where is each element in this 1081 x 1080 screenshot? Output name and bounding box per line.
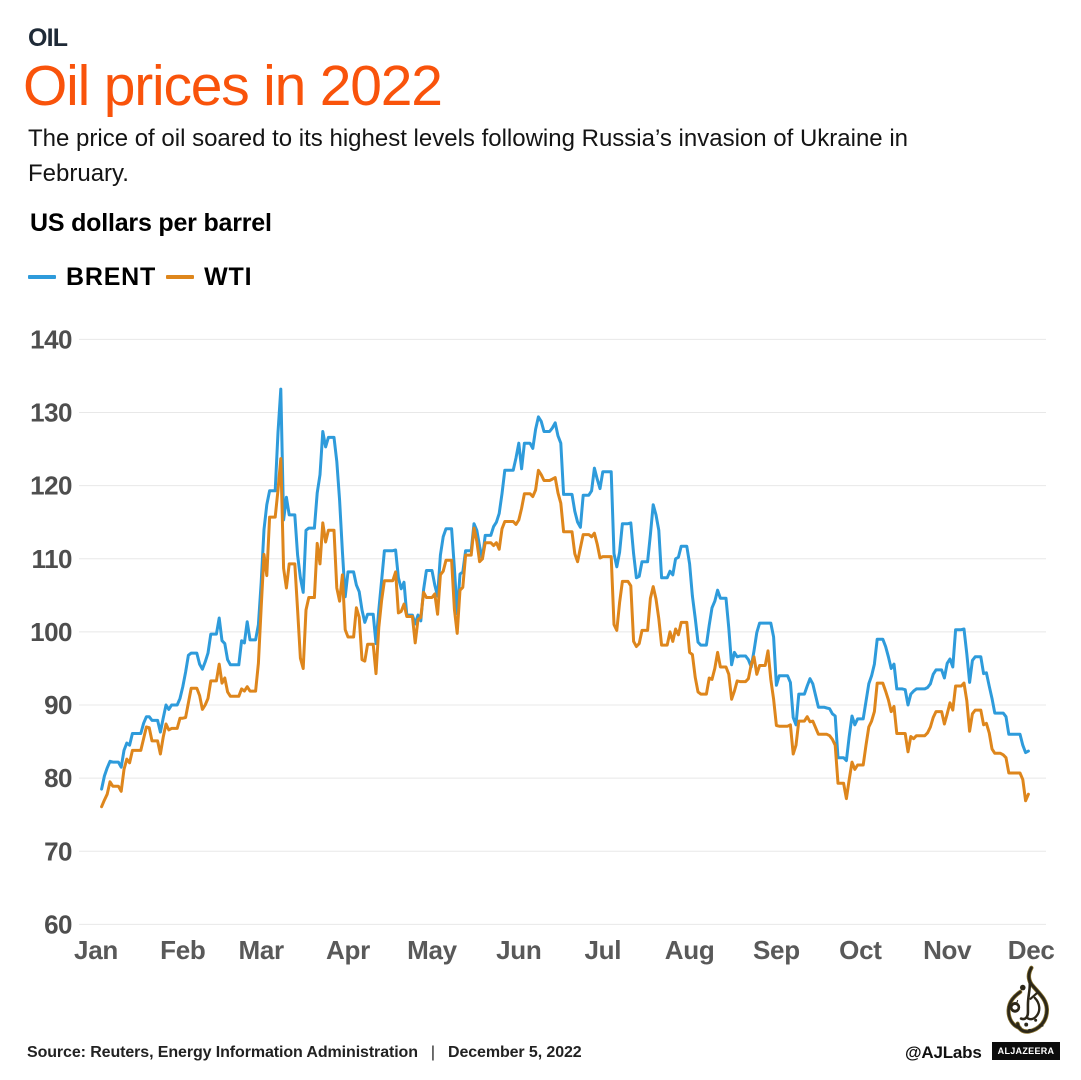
wti-legend-swatch — [166, 275, 195, 279]
publish-date: December 5, 2022 — [447, 1044, 582, 1061]
y-tick-label-140: 140 — [30, 324, 72, 354]
y-tick-label-110: 110 — [32, 544, 72, 574]
y-tick-label-80: 80 — [44, 763, 72, 793]
y-axis-unit-label: US dollars per barrel — [30, 209, 272, 237]
source-divider: | — [430, 1044, 435, 1061]
page-title: Oil prices in 2022 — [23, 54, 443, 118]
y-tick-label-60: 60 — [44, 909, 72, 939]
x-tick-label-feb: Feb — [160, 935, 205, 965]
chart-legend: BRENT WTI — [28, 263, 262, 291]
x-tick-label-jun: Jun — [496, 935, 541, 965]
y-tick-label-130: 130 — [30, 398, 72, 428]
y-tick-label-90: 90 — [44, 690, 72, 720]
al-jazeera-wordmark: ALJAZEERA — [997, 1046, 1055, 1056]
brent-legend-label: BRENT — [66, 262, 157, 291]
x-tick-label-mar: Mar — [239, 935, 285, 965]
subtitle-line-1: The price of oil soared to its highest l… — [28, 125, 908, 152]
category-kicker: OIL — [28, 24, 68, 52]
al-jazeera-wordmark-badge: ALJAZEERA — [992, 1042, 1060, 1060]
source-line: Source: Reuters, Energy Information Admi… — [27, 1044, 582, 1062]
x-tick-label-jul: Jul — [584, 935, 621, 965]
wti-legend-label: WTI — [204, 262, 253, 291]
x-tick-label-oct: Oct — [839, 935, 882, 965]
wti-price-line — [100, 457, 1030, 809]
x-tick-label-jan: Jan — [74, 935, 118, 965]
x-tick-label-sep: Sep — [753, 935, 800, 965]
brent-legend-swatch — [28, 275, 56, 279]
source-text: Source: Reuters, Energy Information Admi… — [27, 1044, 418, 1061]
brent-price-line — [100, 387, 1030, 791]
x-tick-label-apr: Apr — [326, 935, 370, 965]
x-tick-label-may: May — [407, 935, 458, 965]
x-tick-label-aug: Aug — [665, 935, 715, 965]
x-tick-label-nov: Nov — [923, 935, 972, 965]
subtitle-line-2: February. — [28, 159, 129, 187]
y-tick-label-70: 70 — [44, 836, 72, 866]
page-subtitle: The price of oil soared to its highest l… — [28, 122, 908, 191]
al-jazeera-flame-logo-icon — [1006, 965, 1049, 1034]
ajlabs-credit: @AJLabs — [905, 1043, 982, 1062]
y-tick-label-100: 100 — [30, 617, 72, 647]
y-tick-label-120: 120 — [30, 471, 72, 501]
x-tick-label-dec: Dec — [1008, 935, 1055, 965]
